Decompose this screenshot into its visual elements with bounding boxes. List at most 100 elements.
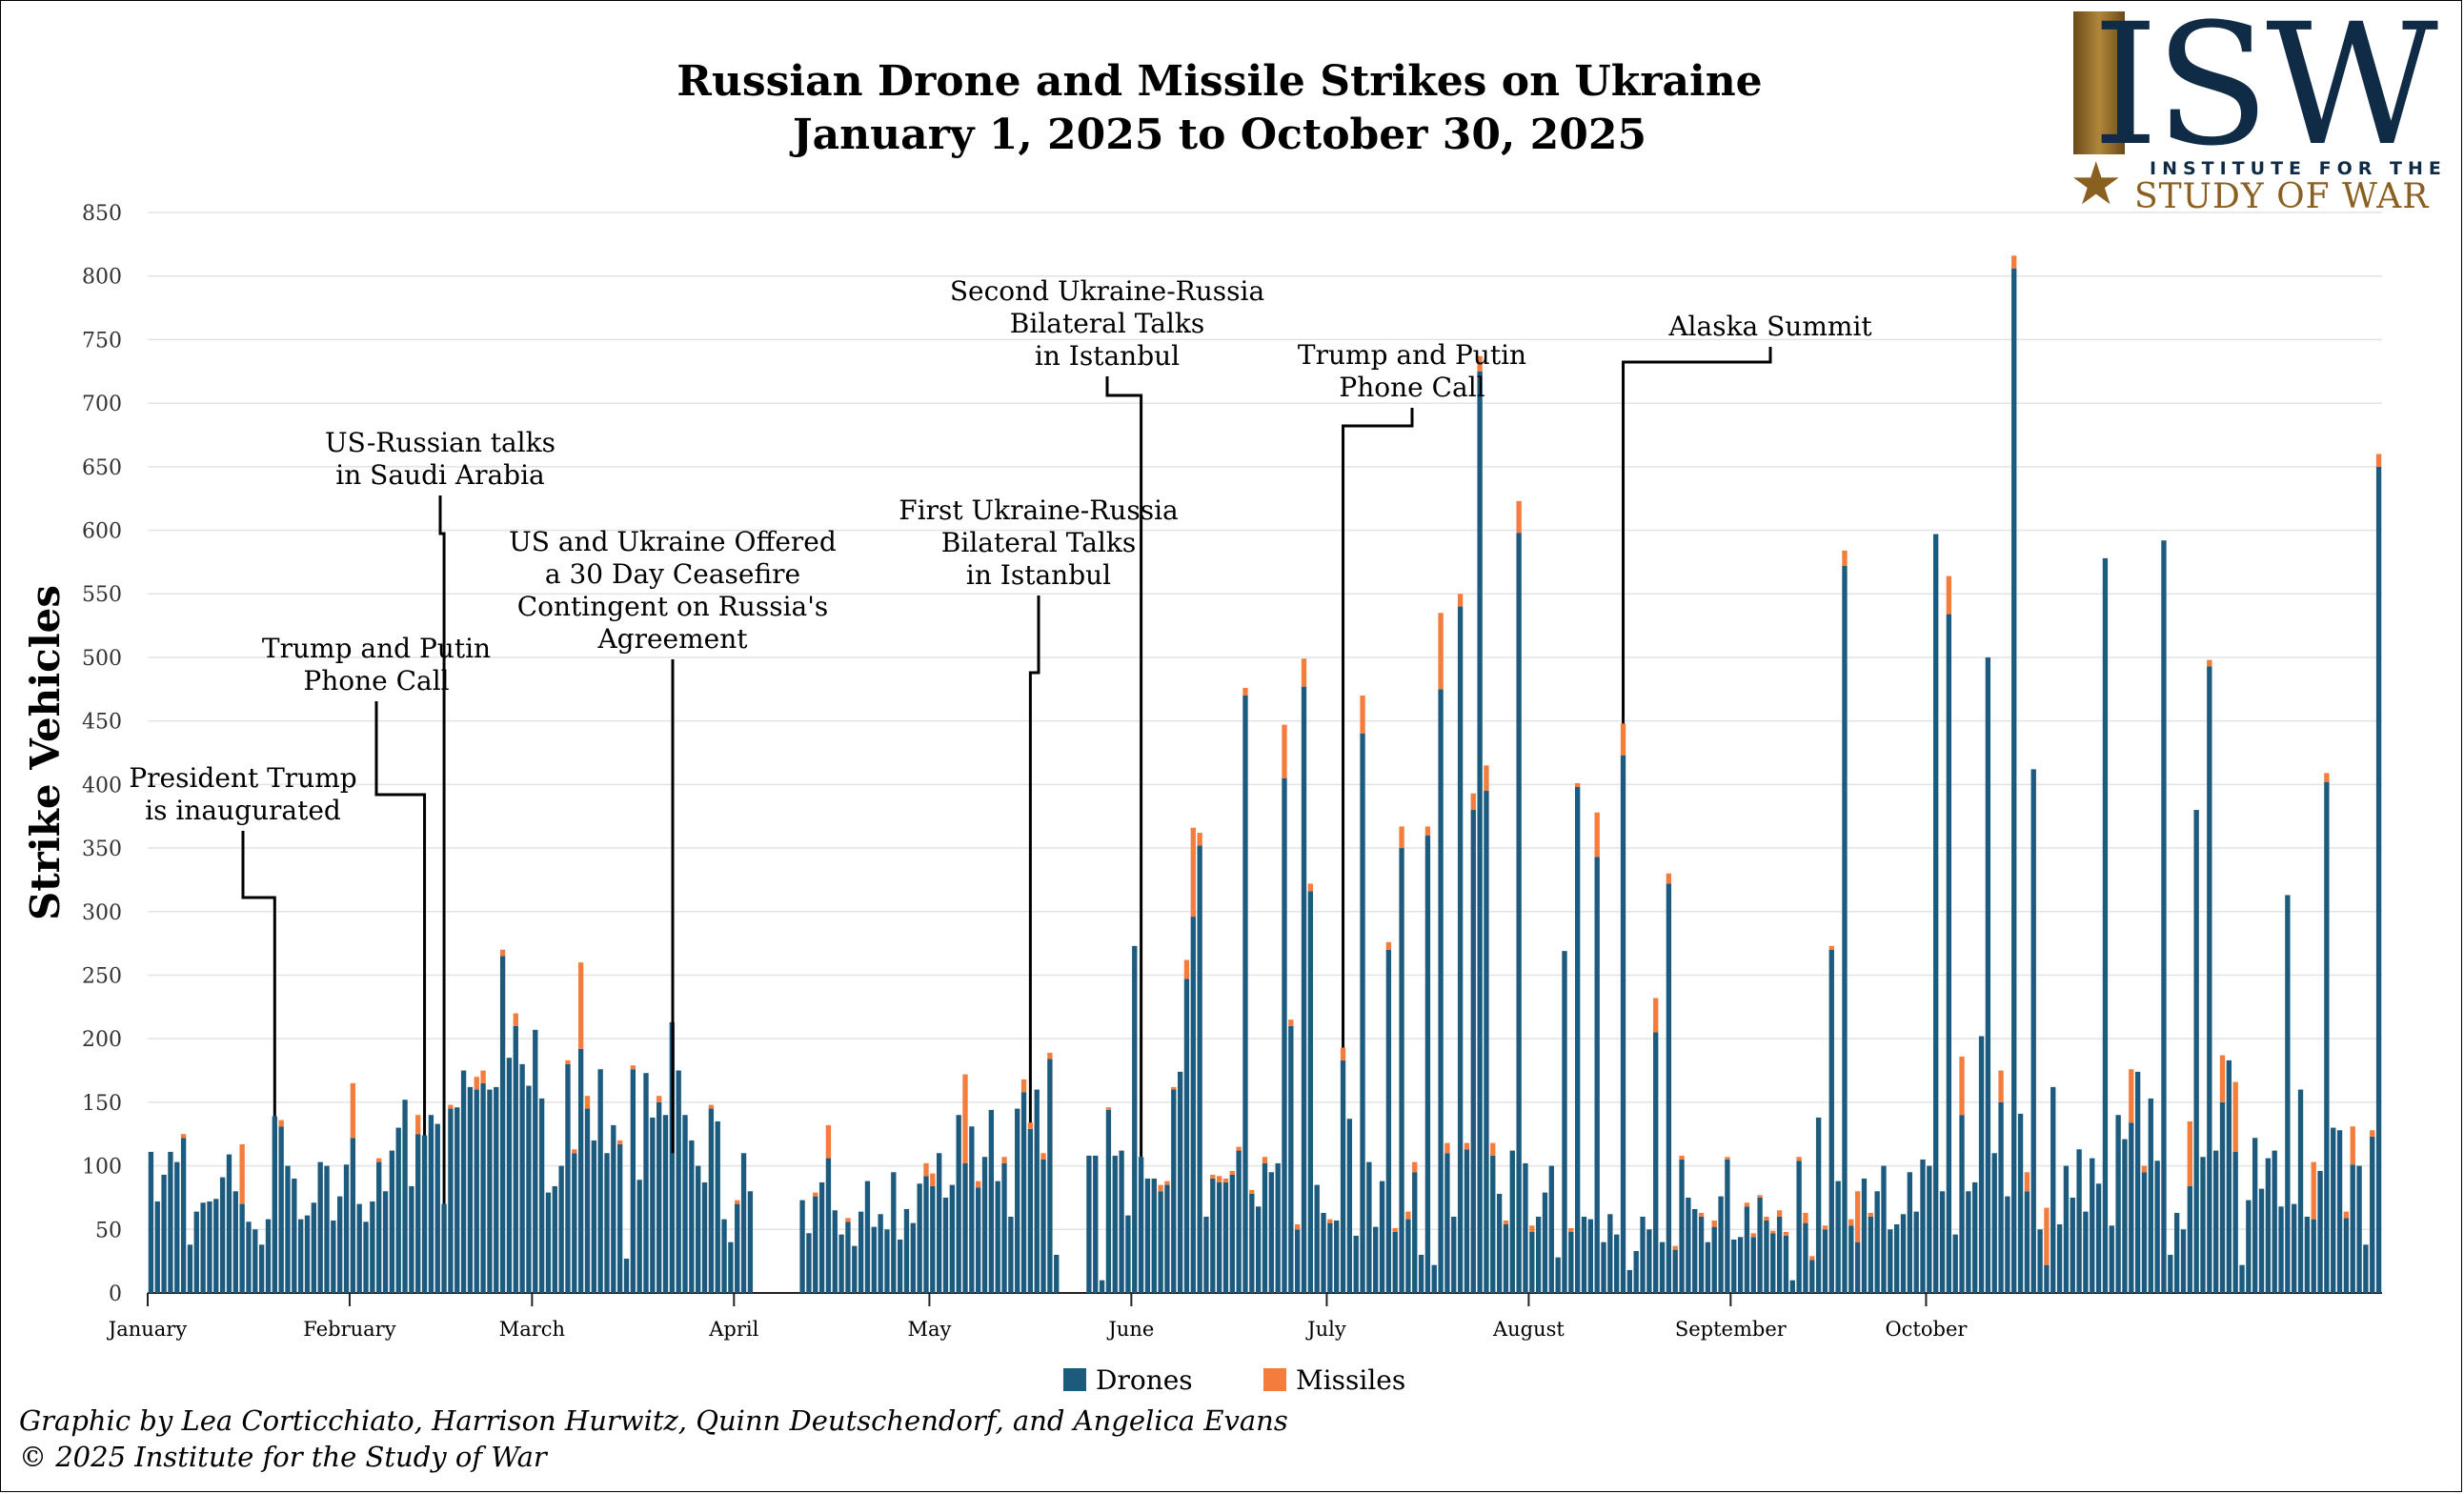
- drone-bar: [2011, 268, 2017, 1293]
- drone-bar: [1119, 1150, 1124, 1293]
- drone-bar: [636, 1180, 642, 1293]
- drone-bar: [1151, 1178, 1157, 1293]
- missile-bar: [239, 1143, 245, 1204]
- drone-bar: [1034, 1089, 1040, 1293]
- missile-bar: [1770, 1230, 1776, 1234]
- drone-bar: [441, 1203, 447, 1293]
- missile-bar: [962, 1074, 968, 1163]
- drone-bar: [1893, 1223, 1900, 1293]
- drone-bar: [1503, 1223, 1509, 1293]
- drone-bar: [656, 1101, 662, 1293]
- drone-bar: [747, 1191, 754, 1293]
- copyright: © 2025 Institute for the Study of War: [19, 1441, 547, 1473]
- missile-bar: [1164, 1181, 1170, 1185]
- drone-bar: [1764, 1220, 1769, 1293]
- missile-bar: [1222, 1178, 1229, 1182]
- missile-bar: [1868, 1212, 1873, 1217]
- annotation-leader-line: [1028, 596, 1040, 1123]
- missile-bar: [1470, 793, 1476, 811]
- drone-bar: [2272, 1150, 2277, 1293]
- missile-bar: [1679, 1155, 1685, 1160]
- annotation-label: Trump and Putin: [1298, 339, 1526, 371]
- drone-bar: [1868, 1216, 1873, 1293]
- drone-bar: [1939, 1191, 1946, 1293]
- drone-bar: [1275, 1162, 1281, 1293]
- drone-bar: [1946, 614, 1952, 1293]
- drone-bar: [324, 1165, 330, 1293]
- drone-bar: [2187, 1185, 2192, 1293]
- annotation-label: US-Russian talks: [325, 427, 555, 458]
- drone-bar: [187, 1244, 193, 1293]
- annotation-label: Contingent on Russia's: [517, 591, 829, 622]
- drone-bar: [611, 1124, 616, 1293]
- drone-bar: [910, 1222, 916, 1293]
- missile-bar: [1020, 1079, 1027, 1093]
- missile-bar: [1307, 883, 1314, 892]
- drone-bar: [2115, 1115, 2121, 1293]
- missile-bar: [1783, 1231, 1789, 1236]
- drone-bar: [2193, 810, 2199, 1293]
- drone-bar: [597, 1069, 603, 1293]
- drone-bar: [370, 1201, 375, 1293]
- drone-bar: [265, 1219, 272, 1293]
- missile-bar: [2343, 1211, 2350, 1219]
- drone-bar: [1346, 1119, 1353, 1293]
- stacked-bar-chart: 0 50 100 150 200 250 300 350 400 450 500 550 600 650 7…: [22, 202, 2382, 1396]
- missile-bar: [2044, 1207, 2050, 1265]
- missile-bar: [1503, 1220, 1509, 1224]
- drone-bar: [1888, 1229, 1893, 1293]
- drone-bar: [1698, 1216, 1705, 1293]
- y-tick-label: 350: [82, 838, 122, 861]
- drone-bar: [1861, 1178, 1868, 1293]
- drone-bar: [1144, 1178, 1151, 1293]
- missile-bar: [1216, 1176, 1222, 1182]
- drone-bar: [799, 1200, 805, 1293]
- annotation-leader-line: [438, 495, 446, 1204]
- missile-bar: [577, 962, 584, 1049]
- drone-bar: [2239, 1264, 2245, 1293]
- y-tick-label: 100: [82, 1156, 122, 1180]
- drone-bar: [1581, 1216, 1587, 1293]
- drone-bar: [1295, 1229, 1301, 1293]
- drone-bar: [2005, 1196, 2010, 1293]
- missile-bar: [1484, 765, 1489, 792]
- drone-bar: [506, 1058, 513, 1293]
- drone-bar: [1809, 1260, 1815, 1293]
- drone-bar: [2297, 1089, 2304, 1293]
- drone-bar: [1093, 1155, 1099, 1293]
- drone-bar: [304, 1215, 311, 1293]
- missile-bar: [1027, 1122, 1034, 1129]
- drone-bar: [2265, 1158, 2272, 1293]
- drone-bar: [1222, 1181, 1229, 1293]
- annotation-label: Trump and Putin: [262, 633, 491, 664]
- drone-bar: [1920, 1159, 1926, 1293]
- drone-bar: [689, 1140, 695, 1293]
- drone-bar: [2232, 1151, 2238, 1293]
- annotation-label: Second Ukraine-Russia: [950, 275, 1264, 307]
- missile-bar: [1340, 1047, 1346, 1060]
- drone-bar: [1601, 1242, 1606, 1293]
- y-tick-label: 500: [82, 647, 122, 671]
- x-tick-label: August: [1492, 1318, 1565, 1341]
- drone-bar: [2324, 781, 2330, 1293]
- drone-bar: [1646, 1229, 1652, 1293]
- drone-bar: [1978, 1036, 1985, 1293]
- drone-bar: [1464, 1149, 1470, 1293]
- drone-bar: [871, 1226, 877, 1293]
- drone-bar: [2063, 1165, 2070, 1293]
- missile-bar: [1444, 1142, 1450, 1154]
- missile-bar: [1516, 500, 1522, 534]
- drone-bar: [154, 1201, 160, 1293]
- drone-bar: [1913, 1211, 1919, 1293]
- drone-bar: [1874, 1191, 1880, 1293]
- drone-bar: [2219, 1101, 2226, 1293]
- drone-bar: [1373, 1226, 1379, 1293]
- drone-bar: [2141, 1172, 2148, 1293]
- missile-bar: [845, 1218, 851, 1222]
- drone-bar: [1438, 689, 1444, 1293]
- y-tick-label: 450: [82, 711, 122, 735]
- drone-bar: [1054, 1254, 1060, 1293]
- drone-bar: [969, 1126, 975, 1293]
- drone-bar: [1796, 1161, 1802, 1293]
- y-tick-label: 0: [109, 1282, 122, 1306]
